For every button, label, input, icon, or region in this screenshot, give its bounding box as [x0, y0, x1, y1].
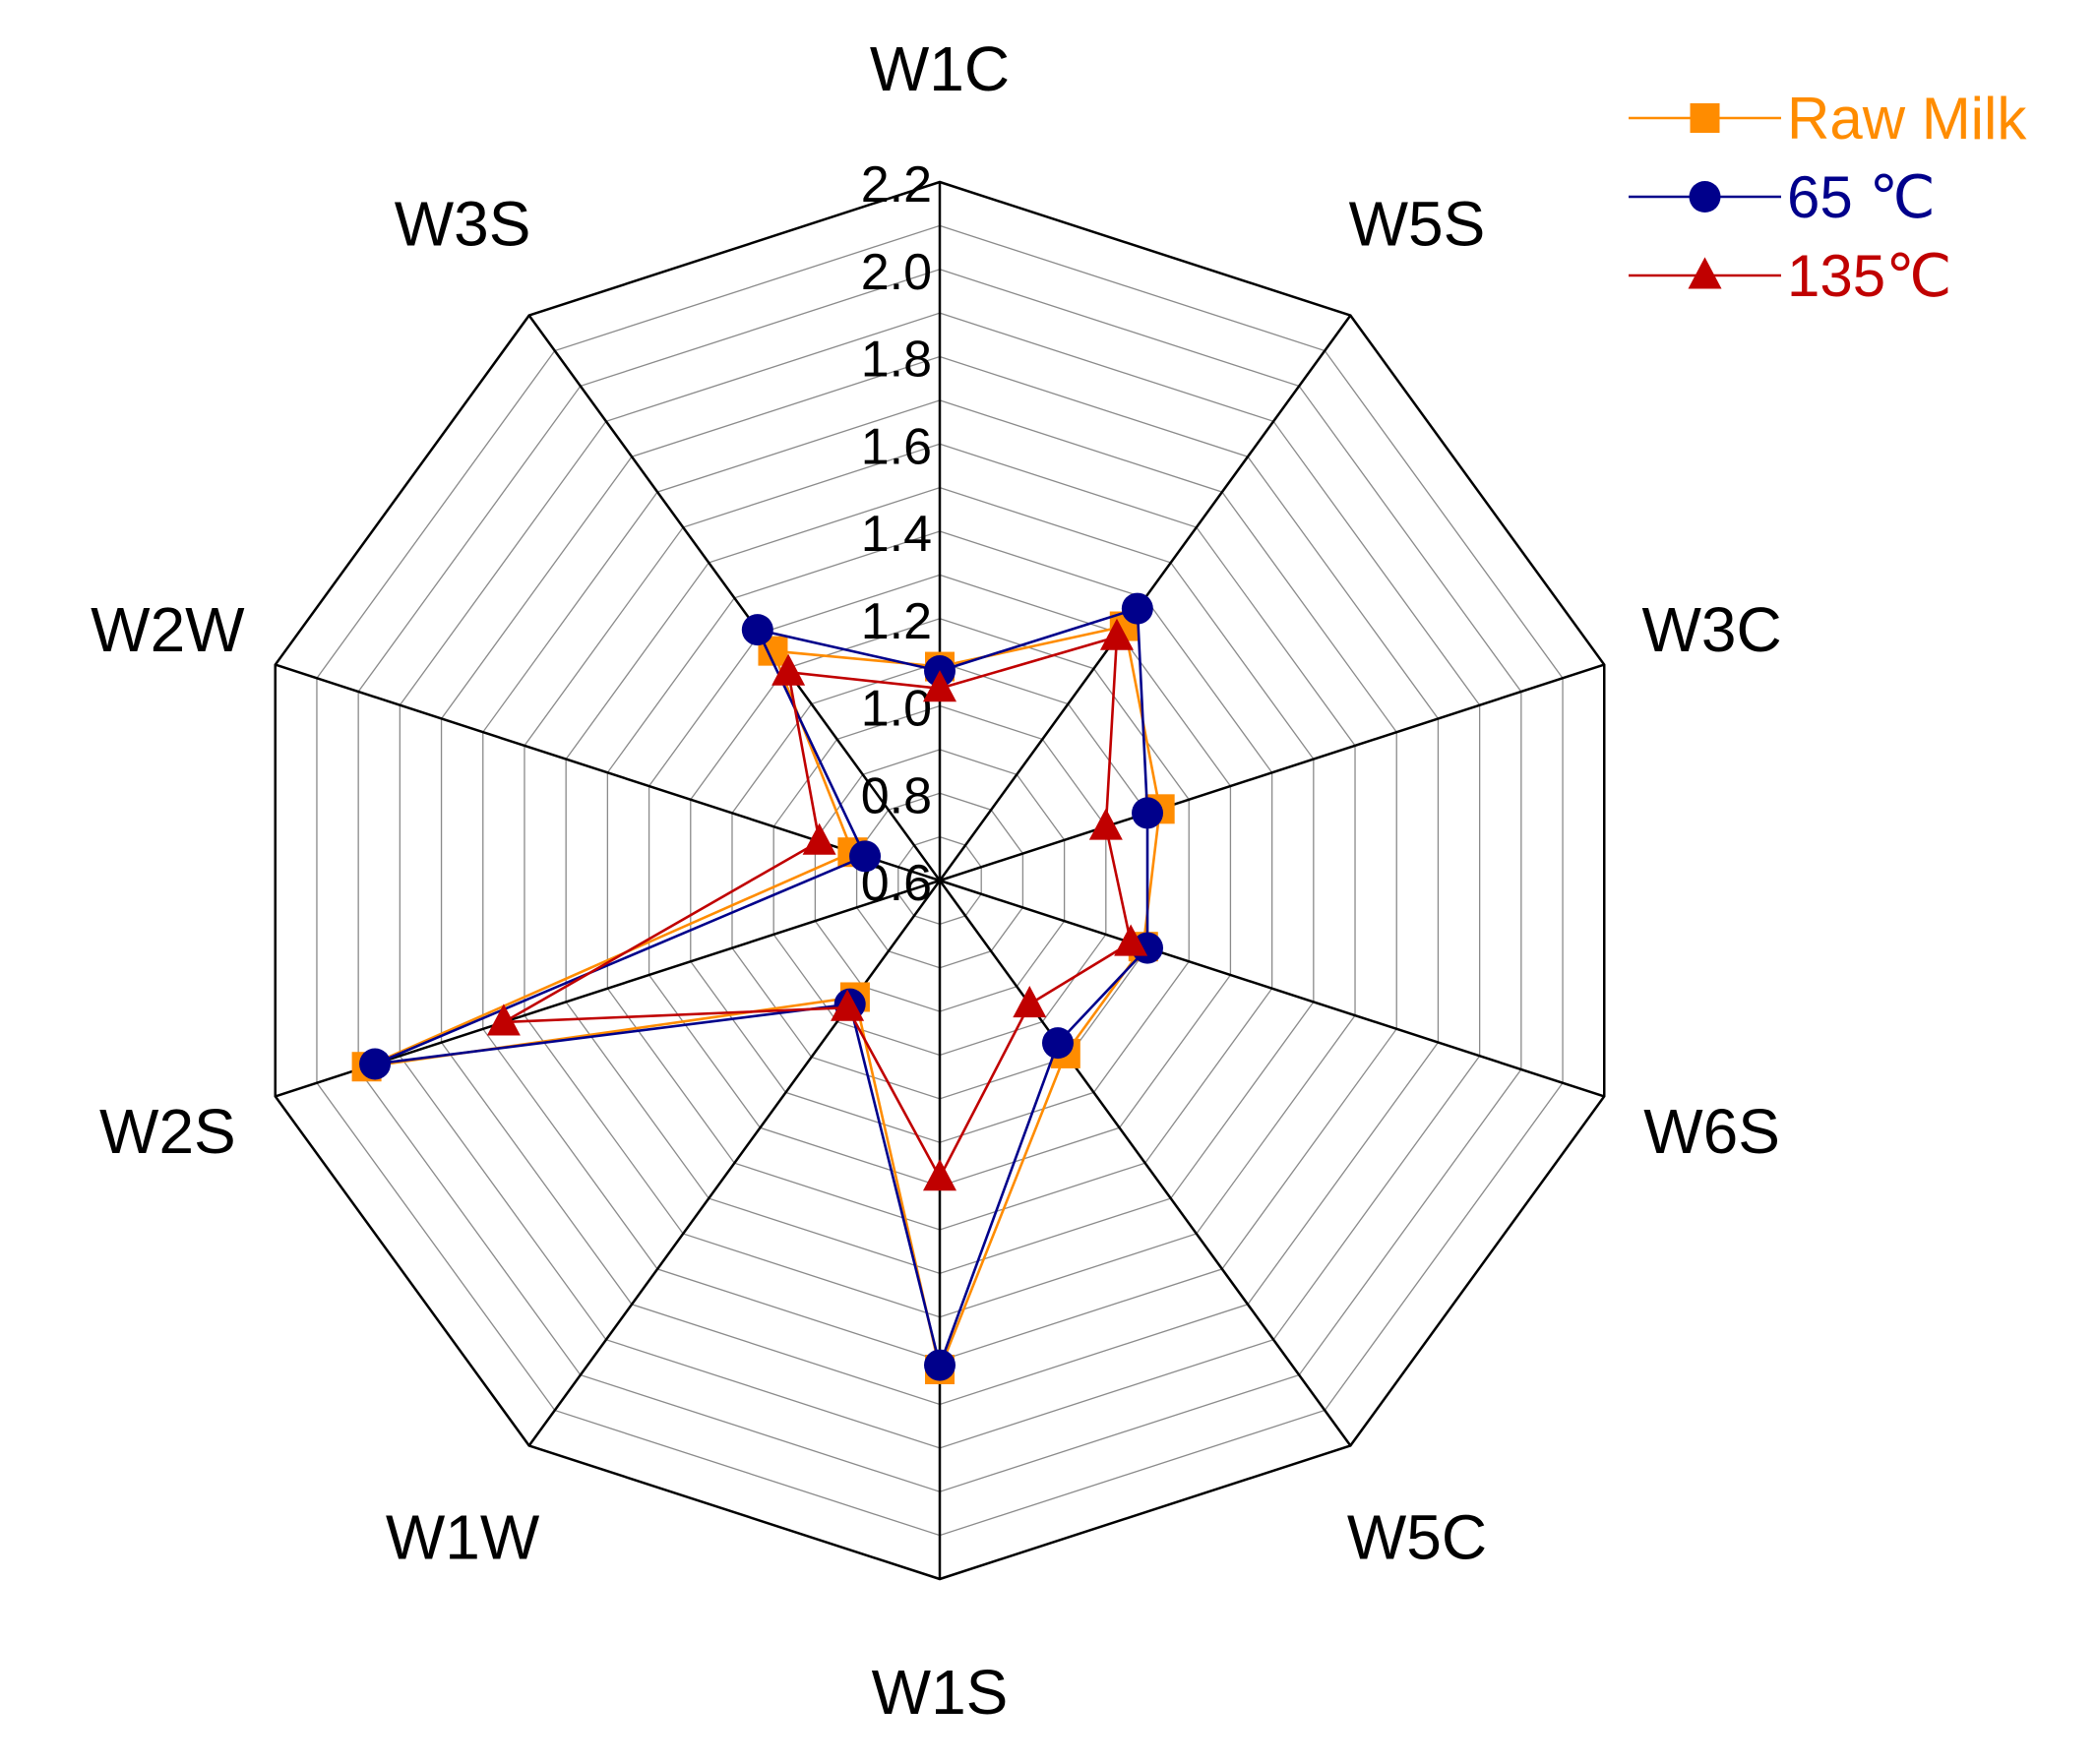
axis-spoke	[527, 880, 942, 1447]
legend-label: 65 ℃	[1787, 164, 1936, 230]
axis-label-w3c: W3C	[1642, 594, 1782, 665]
marker-triangle	[771, 653, 806, 686]
marker-triangle	[1099, 618, 1134, 650]
axis-label-w5c: W5C	[1347, 1501, 1487, 1572]
radial-tick-label: 0.8	[861, 767, 932, 824]
legend-item: Raw Milk	[1629, 86, 2027, 152]
axis-label-w6s: W6S	[1643, 1096, 1780, 1167]
marker-circle	[1121, 592, 1153, 625]
marker-triangle	[923, 1159, 956, 1191]
axis-spoke	[939, 879, 1605, 1098]
series-3	[486, 618, 1148, 1191]
marker-circle	[359, 1048, 392, 1080]
marker-triangle	[486, 1004, 521, 1036]
axis-spoke	[939, 663, 1605, 882]
marker-triangle	[1088, 808, 1123, 840]
marker-triangle	[923, 670, 956, 702]
marker-circle	[1689, 181, 1721, 213]
axis-label-w3s: W3S	[395, 189, 531, 260]
marker-triangle	[1688, 257, 1722, 289]
series-2	[359, 592, 1164, 1381]
marker-circle	[924, 1349, 956, 1381]
axis-labels: W1C W5S W3C W6S W5C W1S W1W W2S W2W W3S	[91, 33, 1782, 1728]
legend-label: Raw Milk	[1787, 86, 2027, 152]
axis-label-w5s: W5S	[1349, 189, 1486, 260]
marker-circle	[1041, 1027, 1074, 1060]
axis-spoke	[527, 314, 942, 882]
axis-label-w2w: W2W	[91, 594, 245, 665]
marker-circle	[1132, 797, 1164, 829]
marker-circle	[741, 614, 773, 646]
marker-circle	[849, 840, 882, 873]
legend-label: 135℃	[1787, 243, 1952, 309]
axis-label-w1s: W1S	[872, 1657, 1009, 1728]
radial-tick-label: 2.0	[861, 244, 932, 301]
axis-label-w1w: W1W	[386, 1501, 540, 1572]
legend: Raw Milk 65 ℃ 135℃	[1629, 86, 2027, 309]
marker-square	[1690, 103, 1720, 133]
axis-label-w1c: W1C	[870, 33, 1010, 104]
marker-triangle	[1013, 986, 1047, 1018]
radial-tick-labels: 0.60.81.01.21.41.61.82.02.2	[861, 156, 932, 912]
marker-triangle	[802, 822, 836, 855]
radial-tick-label: 1.8	[861, 332, 932, 389]
axis-spoke	[938, 880, 1352, 1447]
radial-tick-label: 2.2	[861, 156, 932, 213]
legend-item: 65 ℃	[1629, 164, 1936, 230]
data-series	[351, 592, 1175, 1384]
radial-tick-label: 1.0	[861, 681, 932, 738]
legend-item: 135℃	[1629, 243, 1952, 309]
radial-tick-label: 1.4	[861, 506, 932, 563]
marker-triangle	[1114, 924, 1148, 956]
radial-tick-label: 1.6	[861, 418, 932, 475]
radial-tick-label: 1.2	[861, 593, 932, 650]
series-line	[503, 635, 1133, 1181]
axis-label-w2s: W2S	[99, 1096, 236, 1167]
marker-triangle	[831, 989, 865, 1021]
